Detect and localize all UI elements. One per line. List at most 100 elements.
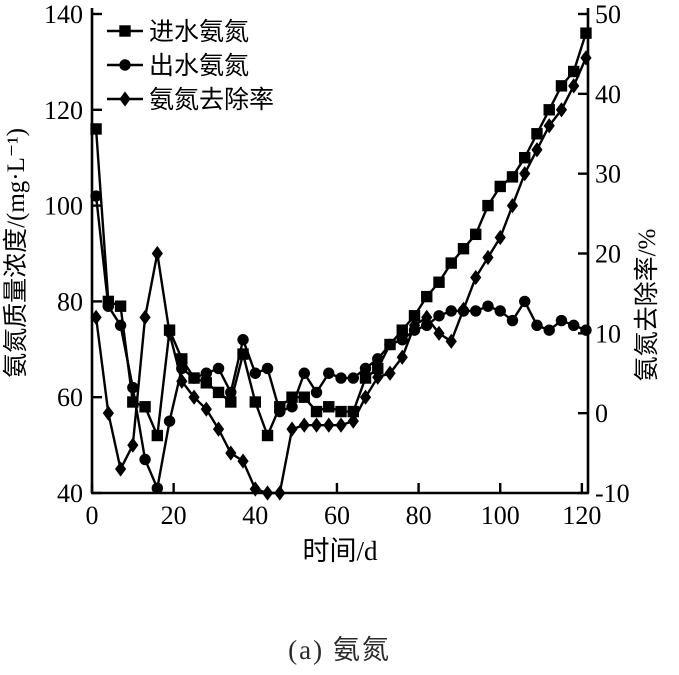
data-point-square: [127, 396, 139, 408]
data-point-diamond: [335, 417, 347, 433]
data-point-diamond: [543, 118, 555, 134]
data-point-diamond: [482, 249, 494, 266]
data-point-diamond: [433, 325, 445, 341]
data-point-square: [580, 27, 592, 39]
data-point-circle: [372, 353, 384, 365]
data-point-circle: [225, 386, 237, 399]
data-point-square: [543, 104, 555, 116]
left-axis-title: 氨氮质量浓度/(mg·L⁻¹): [2, 128, 30, 378]
data-point-circle: [127, 381, 139, 394]
data-point-circle: [433, 310, 445, 322]
data-point-diamond: [212, 421, 225, 437]
data-point-square: [237, 348, 249, 360]
data-point-circle: [188, 372, 200, 384]
data-point-square: [433, 276, 445, 288]
data-point-circle: [543, 324, 555, 336]
data-point-circle: [384, 338, 396, 351]
data-point-diamond: [531, 142, 543, 158]
data-point-diamond: [347, 413, 359, 429]
data-point-square: [212, 386, 225, 399]
right-axis-tick-label: 20: [595, 240, 621, 269]
data-point-circle: [139, 453, 151, 466]
data-point-circle: [237, 334, 249, 346]
data-point-circle: [568, 319, 580, 332]
data-point-circle: [323, 367, 335, 379]
data-point-diamond: [519, 166, 531, 182]
data-point-circle: [200, 367, 213, 379]
left-axis-tick-label: 140: [44, 0, 83, 29]
data-point-square: [568, 65, 580, 78]
data-point-circle: [445, 305, 457, 317]
data-point-diamond: [384, 365, 396, 381]
data-point-square: [323, 401, 335, 413]
right-axis-title: 氨氮去除率/%: [633, 229, 661, 382]
data-point-circle: [470, 305, 482, 317]
data-point-circle: [286, 401, 298, 413]
x-axis-title: 时间/d: [302, 536, 378, 566]
data-point-square: [519, 152, 531, 164]
data-point-diamond: [445, 333, 457, 349]
data-point-circle: [531, 319, 543, 332]
data-point-square: [90, 123, 102, 135]
data-point-square: [494, 180, 506, 193]
data-point-square: [261, 429, 274, 442]
data-point-circle: [494, 305, 506, 317]
data-point-circle: [310, 386, 323, 399]
data-point-square: [421, 290, 433, 303]
data-point-diamond: [176, 373, 188, 389]
data-point-square: [470, 228, 482, 241]
data-point-diamond: [408, 317, 421, 333]
data-point-diamond: [151, 245, 163, 262]
data-point-square: [506, 171, 519, 183]
data-point-diamond: [200, 401, 212, 417]
data-point-diamond: [555, 102, 568, 118]
data-point-diamond: [310, 417, 323, 433]
data-point-circle: [261, 362, 274, 375]
data-point-diamond: [225, 445, 237, 461]
data-point-square: [151, 429, 164, 442]
data-point-circle: [298, 367, 310, 379]
data-point-square: [335, 405, 347, 418]
data-point-diamond: [127, 437, 139, 453]
data-point-diamond: [396, 349, 408, 365]
data-point-square: [555, 80, 568, 92]
data-point-diamond: [286, 421, 298, 437]
data-point-diamond: [457, 301, 470, 317]
data-point-square: [139, 401, 151, 413]
right-axis-tick-label: 30: [595, 160, 621, 189]
data-point-diamond: [359, 389, 372, 405]
data-point-circle: [359, 362, 372, 375]
x-axis-tick-label: 60: [324, 501, 350, 530]
data-point-diamond: [102, 405, 114, 421]
data-point-circle: [396, 334, 408, 346]
data-point-diamond: [580, 50, 592, 66]
x-axis-tick-label: 120: [562, 501, 601, 530]
legend-label-3: 氨氮去除率: [149, 86, 274, 114]
x-axis-tick-label: 20: [161, 501, 187, 530]
figure-caption: (a) 氨氮: [288, 635, 391, 665]
data-point-circle: [347, 372, 359, 384]
data-point-circle: [151, 482, 164, 494]
legend-marker-diamond: [119, 91, 131, 107]
data-point-square: [200, 377, 213, 389]
data-point-diamond: [372, 369, 384, 385]
x-axis-tick-label: 80: [406, 501, 432, 530]
data-point-square: [347, 405, 359, 418]
data-point-diamond: [90, 309, 102, 325]
data-point-diamond: [188, 389, 200, 405]
legend-label-1: 进水氨氮: [149, 18, 249, 46]
series-line-circle: [94, 194, 588, 490]
legend-marker-square: [119, 25, 131, 37]
data-point-square: [372, 362, 384, 375]
data-point-diamond: [421, 309, 433, 325]
data-point-diamond: [470, 269, 482, 286]
data-point-square: [482, 199, 494, 212]
data-point-square: [408, 310, 421, 322]
data-point-circle: [102, 300, 115, 312]
data-point-square: [114, 300, 127, 312]
data-point-square: [286, 391, 298, 403]
left-axis-tick-label: 100: [44, 192, 83, 221]
data-point-diamond: [494, 229, 506, 246]
data-point-square: [359, 372, 372, 384]
